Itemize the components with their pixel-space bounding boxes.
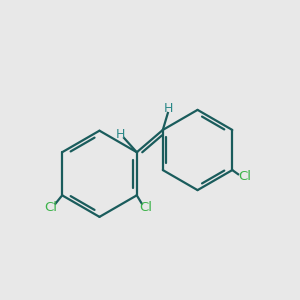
Text: Cl: Cl bbox=[139, 201, 152, 214]
Text: H: H bbox=[164, 102, 173, 115]
Text: Cl: Cl bbox=[44, 201, 57, 214]
Text: Cl: Cl bbox=[238, 170, 251, 183]
Text: H: H bbox=[116, 128, 125, 141]
